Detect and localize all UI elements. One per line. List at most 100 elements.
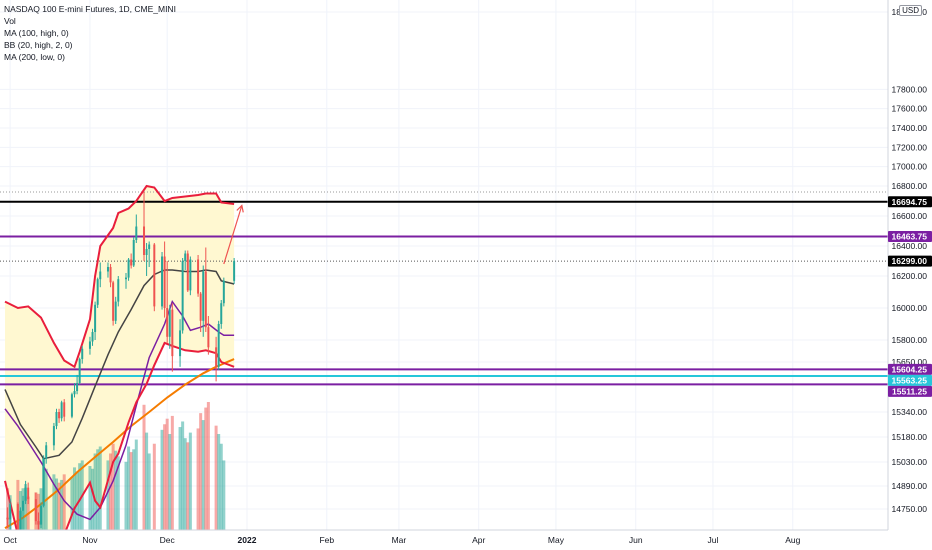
volume-bar [111,443,115,530]
price-tag-label: 16299.00 [892,256,928,266]
y-tick-label: 17600.00 [892,104,928,114]
currency-button[interactable]: USD [899,5,922,16]
x-tick-label: Nov [82,535,98,545]
candle-body [197,259,200,294]
price-tag-bg [888,363,932,375]
y-tick-label: 14890.00 [892,481,928,491]
y-tick-label: 15800.00 [892,335,928,345]
volume-bar [222,460,226,530]
volume-bar [114,450,118,530]
volume-bar [88,466,92,530]
arrow-shaft[interactable] [223,205,243,265]
candle-body [52,426,55,446]
volume-bar [75,471,79,530]
candle-body [76,382,79,392]
price-tag-label: 15511.25 [892,386,927,396]
candle-body [168,309,171,337]
candle-body [109,267,112,283]
volume-bar [98,446,102,530]
candle-body [181,261,184,331]
y-tick-label: 16200.00 [892,271,928,281]
projection-arrow[interactable] [223,204,244,265]
price-tag-label: 15604.25 [892,364,928,374]
candle-body [45,445,48,459]
y-tick-label: 16800.00 [892,181,928,191]
price-tag-label: 16463.75 [892,231,928,241]
volume-bar [206,402,210,530]
candle-body [78,359,81,383]
volume-bar [91,468,95,530]
volume-bar [57,482,61,530]
x-tick-label: Feb [319,535,334,545]
candle-body [63,402,66,417]
candle-body [55,412,58,427]
x-tick-label: Mar [392,535,407,545]
candle-body [34,499,37,522]
x-tick-label: Oct [4,535,18,545]
legend-bb[interactable]: BB (20, high, 2, 0) [4,40,73,50]
candle-body [73,391,76,395]
candle-body [117,279,120,302]
volume-bar [183,438,187,530]
volume-bar [142,404,146,530]
legend-vol[interactable]: Vol [4,16,16,26]
candle-body [27,487,30,500]
x-tick-label: Apr [472,535,485,545]
candle-body [99,271,102,280]
legend-ma100[interactable]: MA (100, high, 0) [4,28,69,38]
volume-bar [147,453,151,530]
volume-bar [93,453,97,530]
price-tag-bg [888,385,932,397]
arrow-head[interactable] [236,204,244,213]
candle-body [153,244,156,307]
x-tick-label: May [548,535,565,545]
volume-bar [129,452,133,530]
volume-bar [165,418,169,530]
volume-bar [109,453,113,530]
candle-body [220,303,223,324]
candle-body [106,267,109,272]
candle-body [179,330,182,357]
volume-bar [70,477,74,530]
candle-body [143,226,146,255]
candle-body [24,487,27,501]
x-tick-label: Aug [785,535,800,545]
volume-bar [219,443,223,530]
price-tag-bg [888,374,932,386]
volume-bar [134,439,138,530]
candle-body [184,253,187,261]
volume-bar [127,446,131,530]
candle-body [207,327,210,348]
candle-body [135,226,138,240]
legend-ma200[interactable]: MA (200, low, 0) [4,52,65,62]
price-tag-bg [888,255,932,267]
candle-body [215,347,218,367]
volume-bar [52,474,56,530]
candle-body [163,256,166,308]
volume-bar [178,427,182,530]
candle-body [91,332,94,342]
volume-bar [96,449,100,530]
price-tag-bg [888,230,932,242]
y-tick-label: 15650.00 [892,357,928,367]
candle-body [204,271,207,328]
horizontal-lines[interactable] [0,191,888,386]
candle-body [132,240,135,266]
legend-title[interactable]: NASDAQ 100 E-mini Futures, 1D, CME_MINI [4,4,176,14]
candle-body [19,510,22,535]
y-tick-label: 16000.00 [892,303,928,313]
volume-bar [78,463,82,530]
x-tick-label: Dec [160,535,176,545]
candles [6,192,236,535]
volume-bar [152,443,156,530]
volume-bar [24,484,28,530]
y-tick-label: 17000.00 [892,162,928,172]
bb-upper-line [4,184,235,369]
price-tag-bg [888,196,932,208]
volume-bar [196,428,200,530]
candle-body [60,402,63,419]
bollinger-band-fill [5,186,235,535]
volume-bar [163,424,167,530]
